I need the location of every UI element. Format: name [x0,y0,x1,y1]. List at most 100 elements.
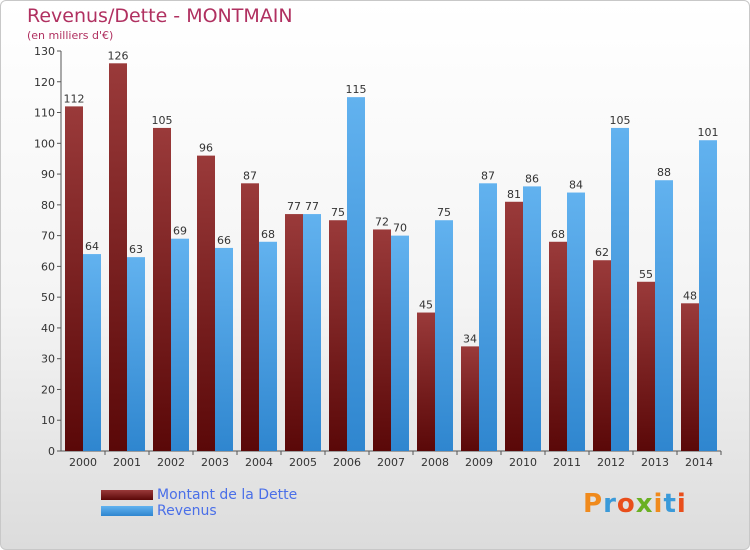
x-tick-label: 2010 [509,456,537,469]
data-label-dette: 105 [152,114,173,127]
legend-swatch-dette [101,490,153,500]
bar-dette [505,201,523,451]
bar-dette [593,260,611,451]
data-label-dette: 45 [419,299,433,312]
y-tick-label: 20 [41,383,55,396]
data-labels: 112 126 105 96 87 77 75 72 45 34 81 68 62 55 48 64 63 69 6… [64,49,719,345]
bar-revenus [435,220,453,451]
bar-revenus [655,180,673,451]
y-tick-label: 80 [41,199,55,212]
x-tick-label: 2003 [201,456,229,469]
legend-label-dette: Montant de la Dette [157,487,298,503]
data-label-revenus: 105 [610,114,631,127]
data-label-revenus: 69 [173,225,187,238]
legend-item-dette: Montant de la Dette [101,487,297,503]
y-tick-label: 90 [41,168,55,181]
data-label-revenus: 101 [698,126,719,139]
logo-letter: r [603,489,617,519]
legend-swatch-revenus [101,506,153,516]
legend: Montant de la Dette Revenus [101,487,297,519]
x-tick-label: 2013 [641,456,669,469]
bar-revenus [567,192,585,452]
logo-letter: o [616,489,636,519]
logo-letter: i [653,489,664,519]
y-tick-label: 40 [41,322,55,335]
data-label-dette: 55 [639,268,653,281]
bar-revenus [127,257,145,451]
x-tick-label: 2011 [553,456,581,469]
bar-dette [681,303,699,451]
bar-revenus [347,97,365,452]
bar-revenus [611,127,629,451]
bar-dette [65,106,83,451]
y-tick-label: 10 [41,414,55,427]
data-label-revenus: 63 [129,243,143,256]
y-tick-label: 30 [41,353,55,366]
bar-revenus [303,214,321,451]
y-tick-label: 0 [48,445,55,458]
data-label-revenus: 64 [85,240,99,253]
y-tick-label: 110 [34,107,55,120]
data-label-dette: 87 [243,169,257,182]
x-tick-label: 2009 [465,456,493,469]
chart-subtitle: (en milliers d'€) [27,29,114,42]
data-label-dette: 126 [108,49,129,62]
bar-revenus [391,235,409,451]
bar-dette [109,63,127,452]
bar-dette [417,312,435,451]
chart-title: Revenus/Dette - MONTMAIN [27,5,293,27]
data-label-dette: 34 [463,332,477,345]
data-label-dette: 48 [683,289,697,302]
data-label-dette: 77 [287,200,301,213]
bar-dette [153,127,171,451]
data-label-dette: 72 [375,215,389,228]
x-tick-label: 2006 [333,456,361,469]
x-tick-label: 2002 [157,456,185,469]
logo-letter: t [663,489,677,519]
bar-revenus [259,241,277,451]
data-label-dette: 68 [551,228,565,241]
y-tick-label: 100 [34,137,55,150]
bar-revenus [215,247,233,451]
data-label-revenus: 68 [261,228,275,241]
bar-revenus [523,186,541,451]
logo-letter: x [635,489,654,519]
x-tick-label: 2012 [597,456,625,469]
y-tick-label: 60 [41,260,55,273]
bar-revenus [699,140,717,451]
bar-revenus [171,238,189,451]
x-tick-label: 2007 [377,456,405,469]
data-label-revenus: 86 [525,172,539,185]
bar-revenus [479,183,497,452]
bar-dette [197,155,215,451]
data-label-revenus: 70 [393,222,407,235]
bar-dette [285,214,303,451]
bar-dette [549,241,567,451]
x-tick-label: 2014 [685,456,713,469]
data-label-revenus: 88 [657,166,671,179]
data-label-dette: 75 [331,206,345,219]
data-label-dette: 96 [199,142,213,155]
x-tick-label: 2005 [289,456,317,469]
x-tick-label: 2001 [113,456,141,469]
y-tick-label: 50 [41,291,55,304]
data-label-revenus: 75 [437,206,451,219]
x-tick-label: 2000 [69,456,97,469]
y-tick-label: 120 [34,76,55,89]
bar-dette [329,220,347,451]
bar-chart: 0 10 20 30 40 50 60 70 80 90 100 110 120 130 2000 2001 2… [34,45,722,469]
data-label-dette: 112 [64,92,85,105]
logo-letter: P [583,489,604,519]
legend-label-revenus: Revenus [157,503,217,519]
bar-dette [373,229,391,451]
legend-item-revenus: Revenus [101,503,297,519]
bar-dette [241,183,259,452]
data-label-dette: 81 [507,188,521,201]
bars [65,63,717,452]
data-label-dette: 62 [595,246,609,259]
data-label-revenus: 115 [346,83,367,96]
y-tick-label: 130 [34,45,55,58]
bar-dette [637,281,655,451]
logo-letter: i [676,489,687,519]
